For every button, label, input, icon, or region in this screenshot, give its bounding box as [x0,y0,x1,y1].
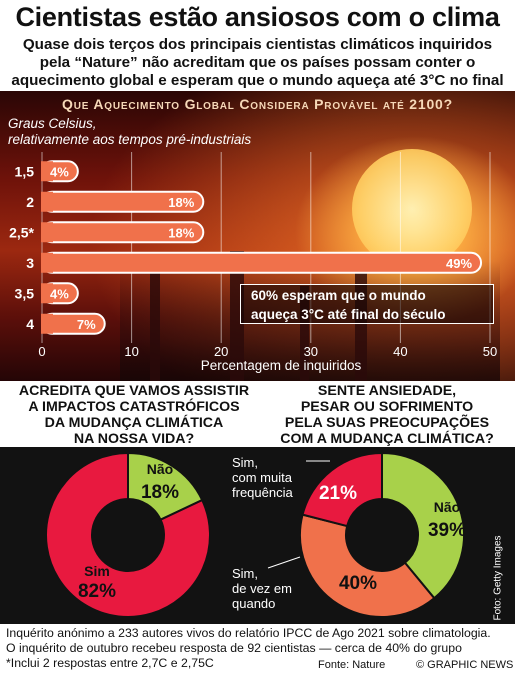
bar-value-label: 7% [77,317,96,332]
slice-value-frequent: 21% [319,483,357,504]
x-tick-label: 20 [214,344,228,359]
bar-value-label: 49% [446,256,472,271]
callout-sometimes-text: Sim, [232,566,258,581]
unit-note-line2: relativamente aos tempos pré-industriais [8,132,252,147]
footer-line2: O inquérito de outubro recebeu resposta … [6,641,462,655]
page-title: Cientistas estão ansiosos com o clima [15,2,500,32]
chimney-3 [300,286,309,381]
callout-frequent-text: frequência [232,485,293,500]
bar-chart-annotation: 60% esperam que o mundo aqueça 3°C até f… [240,284,494,324]
slice-value-sometimes: 40% [339,573,377,594]
y-tick-label: 3 [26,255,34,271]
chimney-1 [150,271,160,381]
bar-square-end [41,283,53,304]
brand-credit: © GRAPHIC NEWS [416,659,514,671]
y-tick-label: 4 [26,316,34,332]
bar-square-end [41,313,53,334]
x-tick-label: 50 [483,344,497,359]
pie-slice [299,513,436,618]
y-tick-label: 2 [26,194,34,210]
x-tick-label: 40 [393,344,407,359]
bar-square-end [41,161,53,182]
question-right-line2: PESAR OU SOFRIMENTO [300,399,474,415]
callout-frequent-text: com muita [232,470,293,485]
y-tick-label: 1,5 [15,163,35,179]
bar-chart-title: Que Aquecimento Global Considera Prováve… [62,96,453,112]
x-tick-label: 10 [124,344,138,359]
slice-value-nao: 39% [428,520,466,541]
question-right: SENTE ANSIEDADE, PESAR OU SOFRIMENTO PEL… [262,383,512,447]
question-right-line4: COM A MUDANÇA CLIMÁTICA? [280,431,494,447]
question-right-line3: PELA SUAS PREOCUPAÇÕES [284,415,490,431]
question-left-line4: NA NOSSA VIDA? [73,431,195,447]
bar-chart-header: Que Aquecimento Global Considera Prováve… [10,93,505,117]
slice-label-sim: Sim [84,563,110,579]
question-left-line2: A IMPACTOS CATASTRÓFICOS [28,399,240,415]
bar [41,251,483,274]
unit-note: Graus Celsius, relativamente aos tempos … [8,116,251,148]
y-tick-label: 3,5 [15,285,35,301]
question-left-line1: ACREDITA QUE VAMOS ASSISTIR [18,383,250,399]
bar-square-end [41,252,53,273]
bar-square-end [41,222,53,243]
question-right-line1: SENTE ANSIEDADE, [317,383,457,399]
x-axis-label: Percentagem de inquiridos [201,358,362,373]
callout-frequent-text: Sim, [232,455,258,470]
question-left-line3: DA MUDANÇA CLIMÁTICA [44,415,224,431]
footer-line3: *Inclui 2 respostas entre 2,7C e 2,75C [6,656,214,670]
unit-note-line1: Graus Celsius, [8,116,97,131]
footer-notes: Inquérito anónimo a 233 autores vivos do… [6,626,511,671]
y-tick-label: 2,5* [9,224,34,240]
pie-slice [45,451,211,618]
bar-value-label: 4% [50,164,69,179]
callout-sometimes-text: quando [232,596,275,611]
chimney-2 [230,251,244,381]
x-tick-label: 0 [38,344,45,359]
slice-value-nao: 18% [141,482,179,503]
annotation-line2: aqueça 3°C até final do século [251,307,446,322]
background-photo [0,91,515,381]
bar-value-label: 18% [168,225,194,240]
slice-label-nao: Não [434,499,460,515]
photo-credit: Foto: Getty Images [492,535,504,621]
slice-value-sim: 82% [78,581,116,602]
pie-slice [381,451,465,600]
x-tick-label: 30 [304,344,318,359]
question-left: ACREDITA QUE VAMOS ASSISTIR A IMPACTOS C… [14,383,254,447]
sun-image [352,149,472,269]
bar-value-label: 18% [168,195,194,210]
source-note: Fonte: Nature [318,659,386,671]
bar-value-label: 4% [50,286,69,301]
pie-slice [301,451,383,528]
slice-label-nao: Não [147,461,173,477]
bar-chart: 0 10 20 30 40 50 1,5 4% 2 18% 2,5* 18% 3 49% 3,5 4% 4 7% P… [9,152,497,373]
bar-square-end [41,191,53,212]
callout-sometimes-text: de vez em [232,581,292,596]
footer-line1: Inquérito anónimo a 233 autores vivos do… [6,626,491,640]
callout-sometimes-leader [267,556,301,569]
annotation-line1: 60% esperam que o mundo [251,288,426,303]
